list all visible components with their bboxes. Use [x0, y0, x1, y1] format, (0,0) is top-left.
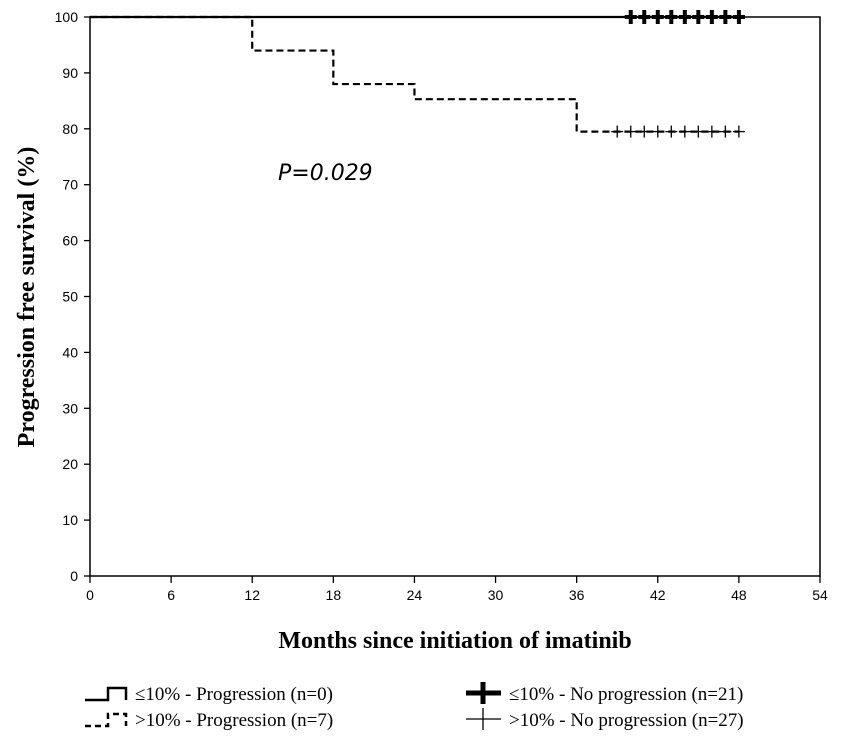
thick-plus-icon [466, 682, 501, 704]
censor-mark-gt10 [624, 125, 637, 138]
annotation-p-value: P=0.029 [278, 161, 373, 186]
censor-mark-le10 [705, 10, 718, 24]
legend-label: ≤10% - Progression (n=0) [135, 684, 333, 705]
censor-mark-gt10 [678, 125, 691, 138]
censor-mark-le10 [624, 10, 637, 24]
censor-mark-gt10 [665, 125, 678, 138]
legend-item-le10-progression: ≤10% - Progression (n=0) [85, 684, 333, 705]
legend-swatch-dashed [85, 712, 128, 728]
censor-mark-le10 [651, 10, 664, 24]
legend-item-le10-no-progression: ≤10% - No progression (n=21) [466, 682, 743, 705]
y-tick-label: 80 [62, 121, 78, 137]
x-tick-label: 36 [569, 587, 585, 603]
y-tick-label: 20 [62, 456, 78, 472]
censor-mark-gt10 [692, 125, 705, 138]
censor-mark-gt10 [638, 125, 651, 138]
series-gt10-progression-line [90, 15, 739, 133]
y-tick-label: 0 [70, 568, 78, 584]
x-tick-label: 24 [407, 587, 423, 603]
legend-label: ≤10% - No progression (n=21) [509, 684, 743, 705]
censor-mark-gt10 [651, 125, 664, 138]
censor-mark-gt10 [732, 125, 745, 138]
censor-mark-le10 [638, 10, 651, 24]
survival-curves [90, 15, 739, 133]
legend-label: >10% - No progression (n=27) [509, 710, 744, 731]
y-tick-label: 40 [62, 344, 78, 360]
y-tick-label: 90 [62, 65, 78, 81]
x-axis-title: Months since initiation of imatinib [278, 628, 631, 654]
legend-item-gt10-progression: >10% - Progression (n=7) [85, 710, 333, 731]
censor-mark-le10 [678, 10, 691, 24]
y-tick-label: 30 [62, 400, 78, 416]
censor-mark-gt10 [705, 125, 718, 138]
x-tick-label: 0 [86, 587, 94, 603]
thin-plus-icon [466, 708, 501, 730]
censor-mark-le10 [692, 10, 705, 24]
x-tick-label: 42 [650, 587, 666, 603]
x-tick-label: 54 [812, 587, 828, 603]
x-tick-label: 48 [731, 587, 747, 603]
y-axis-title: Progression free survival (%) [14, 147, 40, 448]
censor-markers [611, 10, 745, 138]
y-tick-label: 50 [62, 289, 78, 305]
legend-label: >10% - Progression (n=7) [135, 710, 333, 731]
censor-mark-le10 [719, 10, 732, 24]
y-tick-label: 70 [62, 177, 78, 193]
censor-mark-le10 [732, 10, 745, 24]
y-tick-label: 10 [62, 512, 78, 528]
censor-mark-le10 [665, 10, 678, 24]
x-tick-label: 6 [167, 587, 175, 603]
x-tick-label: 12 [244, 587, 260, 603]
legend-item-gt10-no-progression: >10% - No progression (n=27) [466, 708, 744, 731]
censor-mark-gt10 [719, 125, 732, 138]
plot-frame [89, 16, 821, 577]
y-axis-ticks: 0 10 20 30 40 50 60 70 80 90 100 [55, 9, 90, 584]
x-axis-ticks: 0 6 12 18 24 30 36 42 48 54 [86, 576, 828, 603]
x-tick-label: 18 [326, 587, 342, 603]
x-tick-label: 30 [488, 587, 504, 603]
y-tick-label: 60 [62, 233, 78, 249]
legend-swatch-solid [85, 686, 128, 702]
legend: ≤10% - Progression (n=0) >10% - Progress… [85, 682, 744, 731]
censor-mark-gt10 [611, 125, 624, 138]
y-tick-label: 100 [55, 9, 79, 25]
